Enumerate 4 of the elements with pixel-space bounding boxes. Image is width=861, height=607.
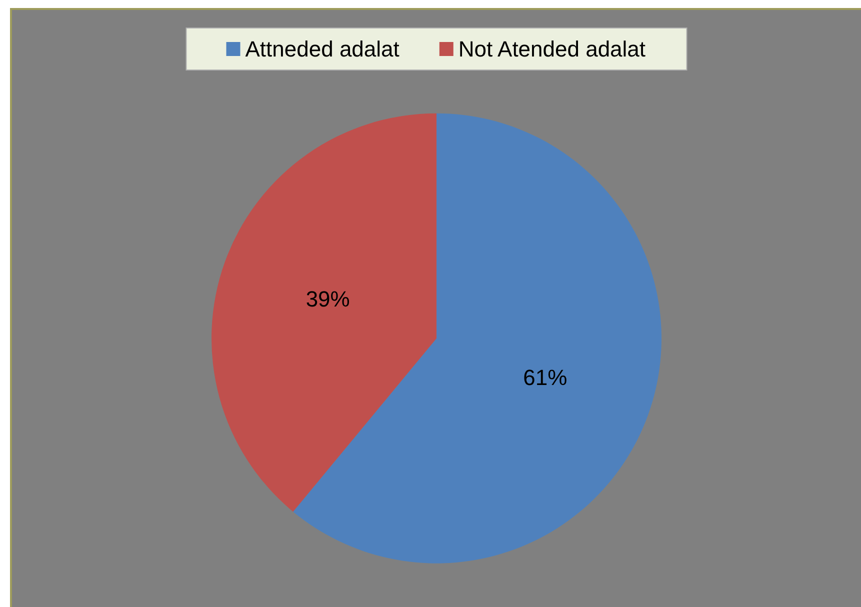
data-label: 39% [306,286,350,312]
legend-label: Not Atended adalat [458,36,646,62]
data-label: 61% [523,364,568,390]
legend-label: Attneded adalat [245,36,400,62]
